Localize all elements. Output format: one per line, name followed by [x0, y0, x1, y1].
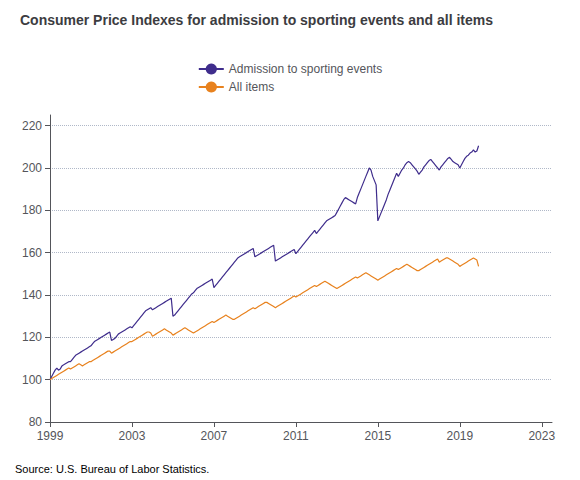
svg-text:160: 160 — [22, 246, 42, 260]
svg-text:2015: 2015 — [364, 429, 391, 443]
svg-text:1999: 1999 — [37, 429, 64, 443]
svg-text:All items: All items — [229, 80, 274, 94]
svg-text:100: 100 — [22, 373, 42, 387]
svg-text:2003: 2003 — [119, 429, 146, 443]
svg-text:2019: 2019 — [446, 429, 473, 443]
svg-text:120: 120 — [22, 330, 42, 344]
svg-text:180: 180 — [22, 203, 42, 217]
svg-text:Consumer Price Indexes for adm: Consumer Price Indexes for admission to … — [20, 12, 493, 28]
svg-text:Admission to sporting events: Admission to sporting events — [229, 62, 382, 76]
svg-text:220: 220 — [22, 119, 42, 133]
svg-text:80: 80 — [29, 415, 43, 429]
svg-text:2011: 2011 — [283, 429, 309, 443]
svg-text:200: 200 — [22, 161, 42, 175]
svg-text:2023: 2023 — [528, 429, 555, 443]
svg-text:Source: U.S. Bureau of Labor S: Source: U.S. Bureau of Labor Statistics. — [15, 463, 209, 475]
svg-text:140: 140 — [22, 288, 42, 302]
svg-text:2007: 2007 — [201, 429, 228, 443]
